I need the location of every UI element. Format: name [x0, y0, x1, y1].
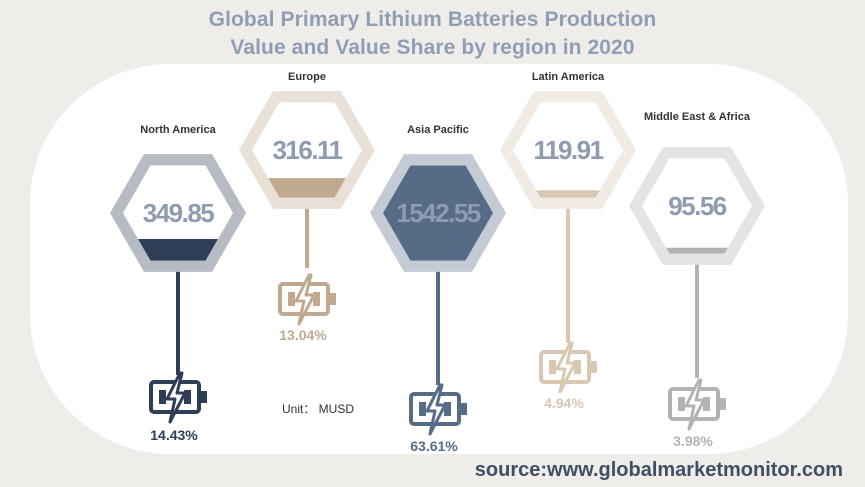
region-group-europe: Europe 316.11 13.04% [239, 71, 375, 343]
battery-icon-middle-east-africa [668, 378, 726, 431]
value-fill-asia-pacific [383, 165, 493, 261]
share-label-latin-america: 4.94% [544, 395, 584, 411]
region-group-north-america: North America 349.85 14.43% [110, 124, 246, 443]
value-label-north-america: 349.85 [143, 198, 215, 228]
hex-inner-north-america [123, 165, 233, 261]
chart-title-line2: Value and Value Share by region in 2020 [230, 36, 635, 59]
value-label-asia-pacific: 1542.55 [396, 198, 481, 228]
share-label-europe: 13.04% [279, 327, 327, 343]
chart-title-line1: Global Primary Lithium Batteries Product… [208, 8, 657, 31]
value-label-europe: 316.11 [272, 135, 342, 165]
unit-label: Unit： MUSD [282, 402, 354, 416]
value-fill-europe [252, 178, 362, 198]
battery-icon-asia-pacific [409, 383, 467, 436]
region-label-north-america: North America [140, 124, 216, 136]
value-fill-north-america [123, 239, 233, 261]
share-label-asia-pacific: 63.61% [410, 438, 458, 454]
region-label-asia-pacific: Asia Pacific [407, 124, 469, 136]
region-label-europe: Europe [288, 71, 326, 83]
hex-inner-middle-east-africa [642, 158, 752, 254]
value-fill-latin-america [513, 190, 623, 198]
value-label-latin-america: 119.91 [533, 135, 603, 165]
hex-inner-latin-america [513, 102, 623, 198]
battery-icon-north-america [149, 371, 207, 424]
battery-icon-latin-america [539, 341, 597, 394]
region-label-latin-america: Latin America [532, 71, 605, 83]
value-fill-middle-east-africa [642, 247, 752, 254]
region-group-latin-america: Latin America 119.91 4.94% [500, 71, 636, 411]
source-text: source:www.globalmarketmonitor.com [474, 459, 843, 481]
chart-title: Global Primary Lithium Batteries Product… [0, 6, 865, 62]
hex-inner-europe [252, 102, 362, 198]
region-label-middle-east-africa: Middle East & Africa [644, 111, 751, 123]
share-label-north-america: 14.43% [150, 427, 198, 443]
region-group-middle-east-africa: Middle East & Africa 95.56 3.98% [629, 111, 765, 449]
region-group-asia-pacific: Asia Pacific 1542.55 63.61% [370, 124, 506, 454]
battery-icon-europe [278, 273, 336, 326]
share-label-middle-east-africa: 3.98% [673, 433, 713, 449]
value-label-middle-east-africa: 95.56 [668, 191, 727, 221]
